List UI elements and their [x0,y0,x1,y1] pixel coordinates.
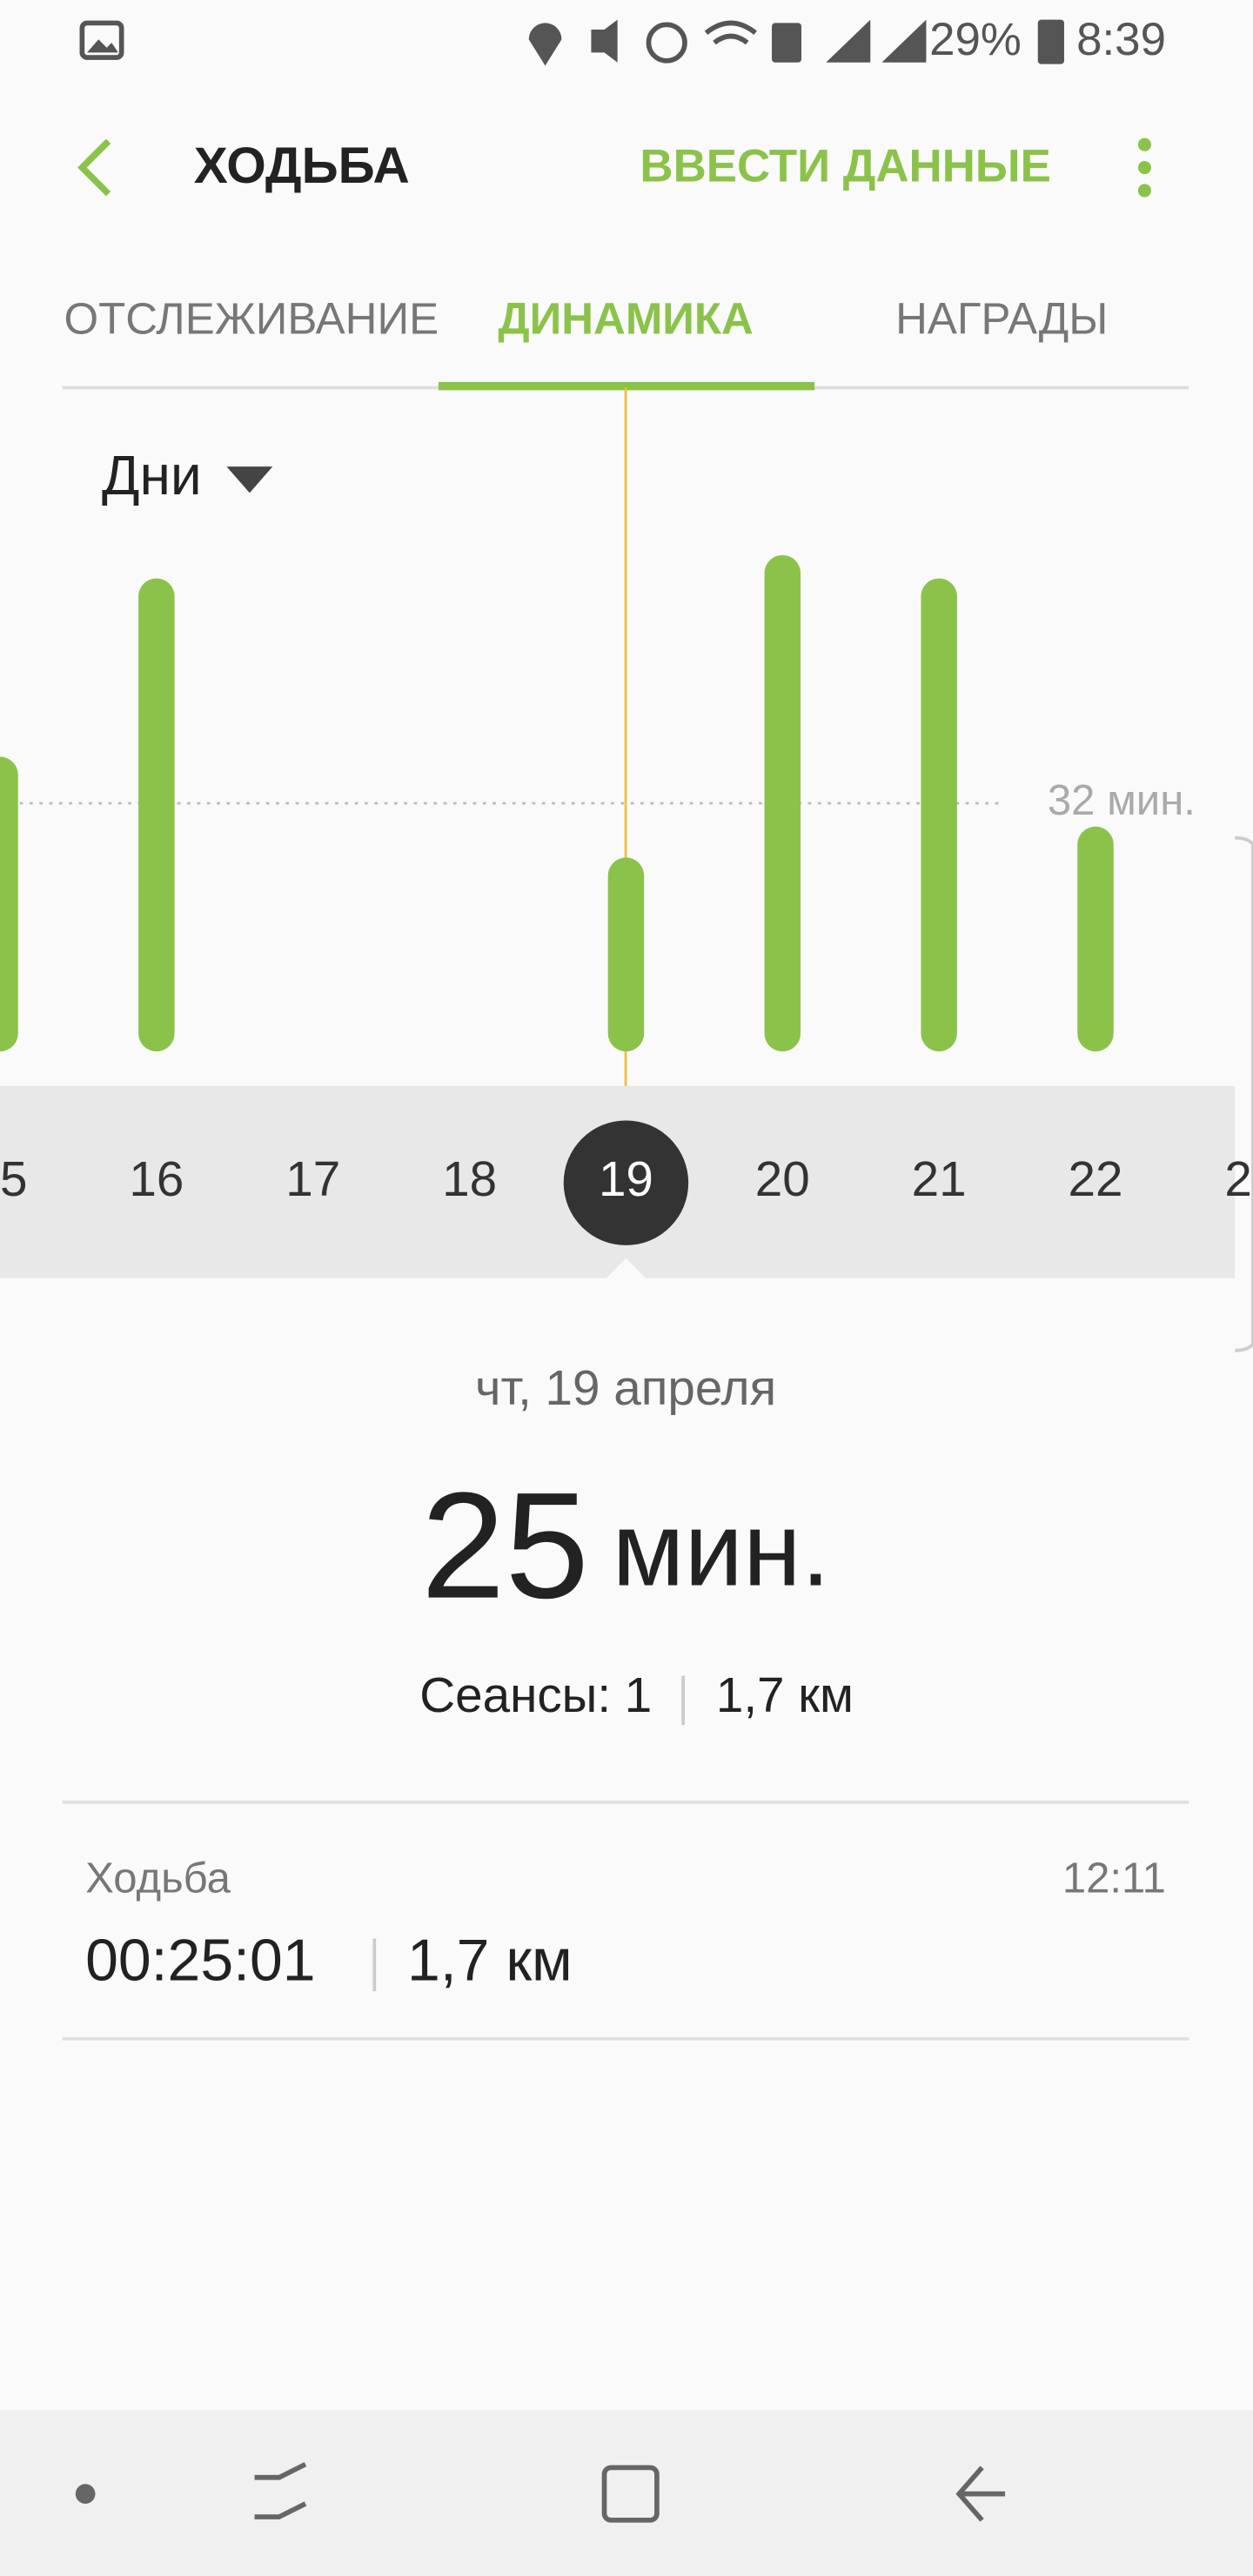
x-tick-label[interactable]: 19 [599,1151,653,1206]
bar [607,857,645,1052]
bar [764,554,801,1052]
record-time: 12:11 [1062,1855,1166,1902]
record-distance: 1,7 км [407,1928,573,1994]
period-selector[interactable]: Дни [102,444,202,506]
back-button[interactable] [77,138,111,197]
selected-day-marker [563,1120,689,1245]
bar [138,578,175,1052]
nav-dot[interactable] [75,2484,96,2504]
record-item[interactable]: Ходьба 12:11 00:25:01 1,7 км [85,1855,1166,1993]
mute-icon [591,19,618,63]
x-tick-label[interactable]: 20 [755,1151,810,1206]
record-duration: 00:25:01 [85,1928,315,1994]
header-title: ХОДЬБА [194,138,410,194]
x-tick-label[interactable]: 18 [442,1151,497,1206]
summary-duration: 25 мин. [421,1460,830,1629]
summary-sessions: Сеансы: 1 [419,1667,652,1722]
alarm-icon [646,22,687,64]
x-tick-label[interactable]: 22 [1069,1151,1123,1206]
signal-icon [826,19,927,63]
enter-data-button[interactable]: ВВЕСТИ ДАННЫЕ [640,140,1050,191]
location-icon [528,23,562,66]
bar [1077,826,1114,1052]
sim-icon [772,23,801,63]
more-dot [1137,161,1151,175]
edge-handle [1235,835,1253,1352]
tab-active[interactable]: ДИНАМИКА [498,293,753,343]
nav-recents[interactable] [254,2462,307,2519]
dropdown-arrow[interactable] [226,466,273,493]
wifi-icon [704,20,757,45]
clock: 8:39 [1076,14,1166,65]
more-dot [1137,184,1151,198]
summary-date: чт, 19 апреля [475,1360,776,1415]
reference-label: 32 мин. [1048,777,1196,824]
duration-value: 25 [421,1460,589,1629]
summary-distance: 1,7 км [716,1667,854,1722]
bar [0,756,18,1052]
x-tick-label[interactable]: 23 [1224,1151,1253,1206]
tab[interactable]: ОТСЛЕЖИВАНИЕ [64,293,439,343]
chart: 32 мин. 15 16 17 18 19 20 21 22 23 [0,554,1253,1280]
battery-percent: 29% [929,14,1022,65]
x-tick-label[interactable]: 16 [129,1151,184,1206]
record-activity: Ходьба [85,1855,231,1902]
bar [921,578,957,1052]
selected-pointer [604,1258,647,1280]
nav-back[interactable] [955,2465,1006,2522]
gallery-icon [79,20,124,60]
battery-icon [1037,19,1064,64]
nav-home[interactable] [601,2465,660,2523]
x-tick-label[interactable]: 17 [285,1151,340,1206]
nav-bar [0,2410,1253,2576]
gallery-icon-mountain [87,39,118,53]
duration-unit: мин. [612,1490,830,1607]
x-tick-label[interactable]: 15 [0,1151,27,1206]
more-dot [1137,138,1151,151]
more-button[interactable] [1137,138,1151,198]
tab[interactable]: НАГРАДЫ [895,293,1108,343]
x-tick-label[interactable]: 21 [912,1151,967,1206]
status-bar: 29% 8:39 [79,14,1166,66]
